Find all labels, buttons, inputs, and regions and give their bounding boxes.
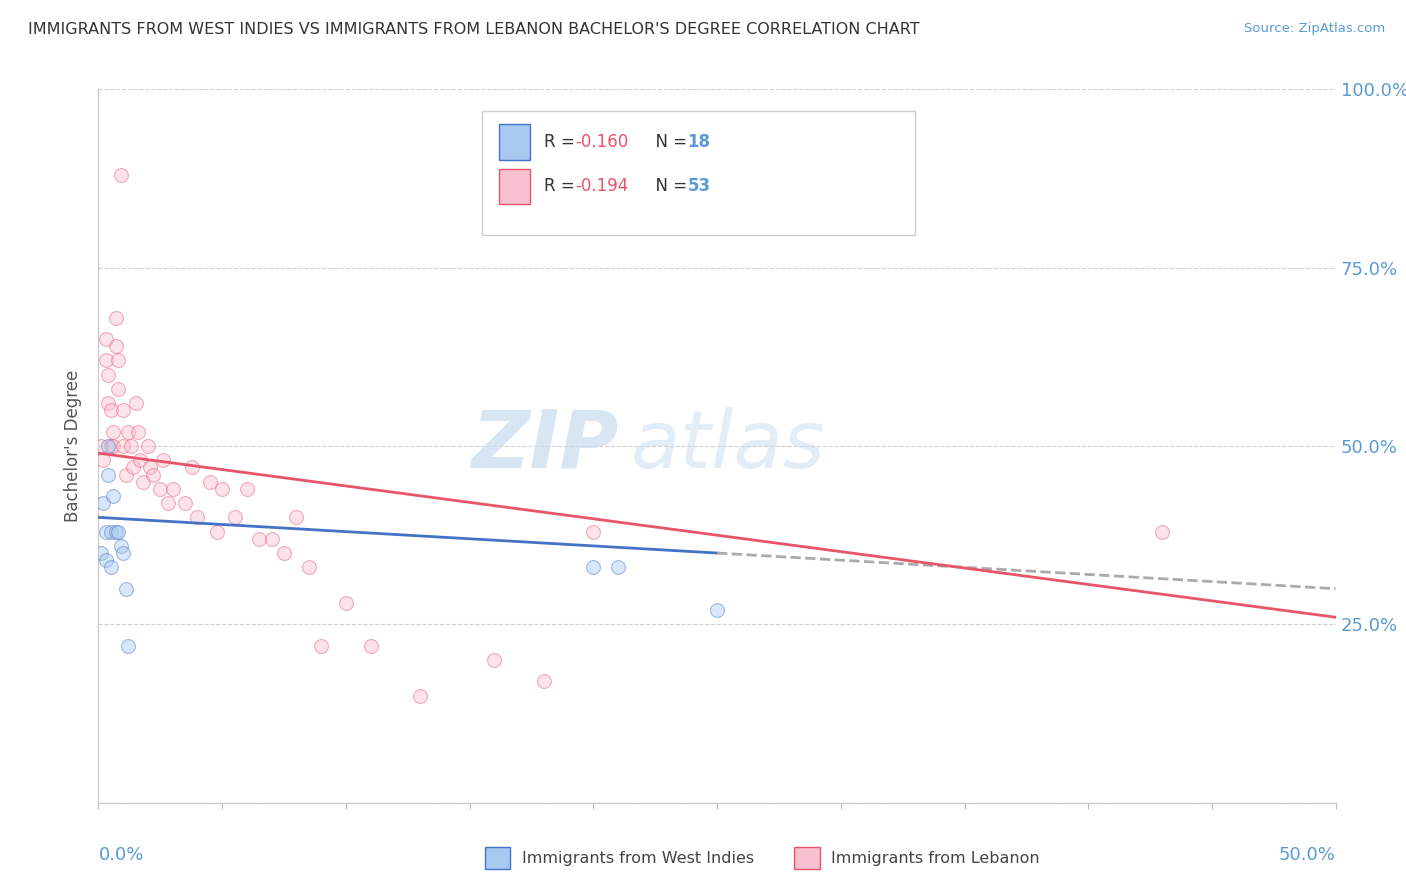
Point (1152, 524, 1174, 539)
Text: N =: N = (645, 133, 692, 151)
Point (97, 396, 120, 410)
Text: -0.194: -0.194 (575, 178, 628, 195)
Point (360, 639, 382, 653)
Point (117, 425, 139, 439)
Point (114, 467, 136, 482)
Point (117, 639, 139, 653)
Text: Source: ZipAtlas.com: Source: ZipAtlas.com (1244, 22, 1385, 36)
Text: R =: R = (544, 133, 579, 151)
Point (247, 532, 270, 546)
Point (484, 653, 506, 667)
Point (409, 689, 432, 703)
Text: N =: N = (645, 178, 692, 195)
Point (110, 168, 132, 182)
Point (136, 439, 159, 453)
Text: R =: R = (544, 178, 579, 195)
Point (94, 553, 117, 567)
Point (607, 560, 630, 574)
Point (100, 439, 122, 453)
Point (142, 467, 165, 482)
Point (205, 524, 228, 539)
Text: Immigrants from Lebanon: Immigrants from Lebanon (831, 851, 1039, 865)
Point (107, 524, 129, 539)
Point (124, 396, 146, 410)
Point (104, 339, 127, 353)
Text: ZIP: ZIP (471, 407, 619, 485)
Point (90, 439, 112, 453)
Point (335, 596, 357, 610)
Point (112, 439, 135, 453)
Point (103, 489, 125, 503)
Point (139, 460, 162, 475)
Point (132, 475, 155, 489)
Point (107, 353, 129, 368)
Point (90, 546, 112, 560)
Point (198, 475, 221, 489)
Point (309, 639, 332, 653)
Y-axis label: Bachelor's Degree: Bachelor's Degree (65, 370, 83, 522)
Text: IMMIGRANTS FROM WEST INDIES VS IMMIGRANTS FROM LEBANON BACHELOR'S DEGREE CORRELA: IMMIGRANTS FROM WEST INDIES VS IMMIGRANT… (28, 22, 920, 37)
Text: Immigrants from West Indies: Immigrants from West Indies (522, 851, 754, 865)
Point (97, 467, 120, 482)
Point (100, 560, 122, 574)
Point (260, 532, 283, 546)
Point (186, 510, 208, 524)
Point (582, 560, 605, 574)
Point (112, 546, 135, 560)
Point (122, 460, 145, 475)
Point (706, 603, 728, 617)
Point (110, 539, 132, 553)
Point (114, 582, 136, 596)
Point (162, 482, 184, 496)
Point (104, 524, 127, 539)
Text: -0.160: -0.160 (575, 133, 628, 151)
Point (94, 353, 117, 368)
Text: 50.0%: 50.0% (1279, 846, 1336, 863)
Point (285, 510, 308, 524)
Point (97, 368, 120, 382)
Point (298, 560, 321, 574)
Point (533, 674, 555, 689)
Point (104, 310, 127, 325)
Point (211, 482, 233, 496)
Text: 18: 18 (688, 133, 710, 151)
Point (94, 524, 117, 539)
Point (103, 425, 125, 439)
Point (94, 332, 117, 346)
Point (120, 439, 142, 453)
Point (93, 496, 115, 510)
Point (224, 510, 246, 524)
Point (181, 460, 204, 475)
Point (100, 524, 122, 539)
Point (107, 382, 129, 396)
Point (97, 439, 120, 453)
Point (156, 496, 179, 510)
Point (174, 496, 197, 510)
Point (273, 546, 295, 560)
Point (112, 403, 135, 417)
Point (103, 439, 125, 453)
Point (152, 453, 174, 467)
Point (149, 482, 172, 496)
Point (100, 403, 122, 417)
Point (127, 425, 149, 439)
Text: 0.0%: 0.0% (98, 846, 143, 863)
Point (582, 524, 605, 539)
Text: atlas: atlas (630, 407, 825, 485)
Point (129, 453, 152, 467)
Point (93, 453, 115, 467)
Text: 53: 53 (688, 178, 710, 195)
Point (236, 482, 259, 496)
